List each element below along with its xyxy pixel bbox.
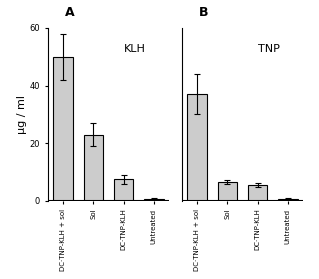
Text: B: B [199, 6, 208, 19]
Text: A: A [65, 6, 74, 19]
Bar [187, 94, 207, 201]
Text: KLH: KLH [124, 44, 146, 54]
Bar [248, 185, 267, 201]
Y-axis label: μg / ml: μg / ml [17, 95, 27, 134]
Bar [278, 199, 298, 201]
Bar [84, 134, 103, 201]
Text: TNP: TNP [258, 44, 280, 54]
Bar [114, 179, 133, 201]
Bar [144, 199, 164, 201]
Bar [218, 182, 237, 201]
Bar [53, 57, 73, 201]
